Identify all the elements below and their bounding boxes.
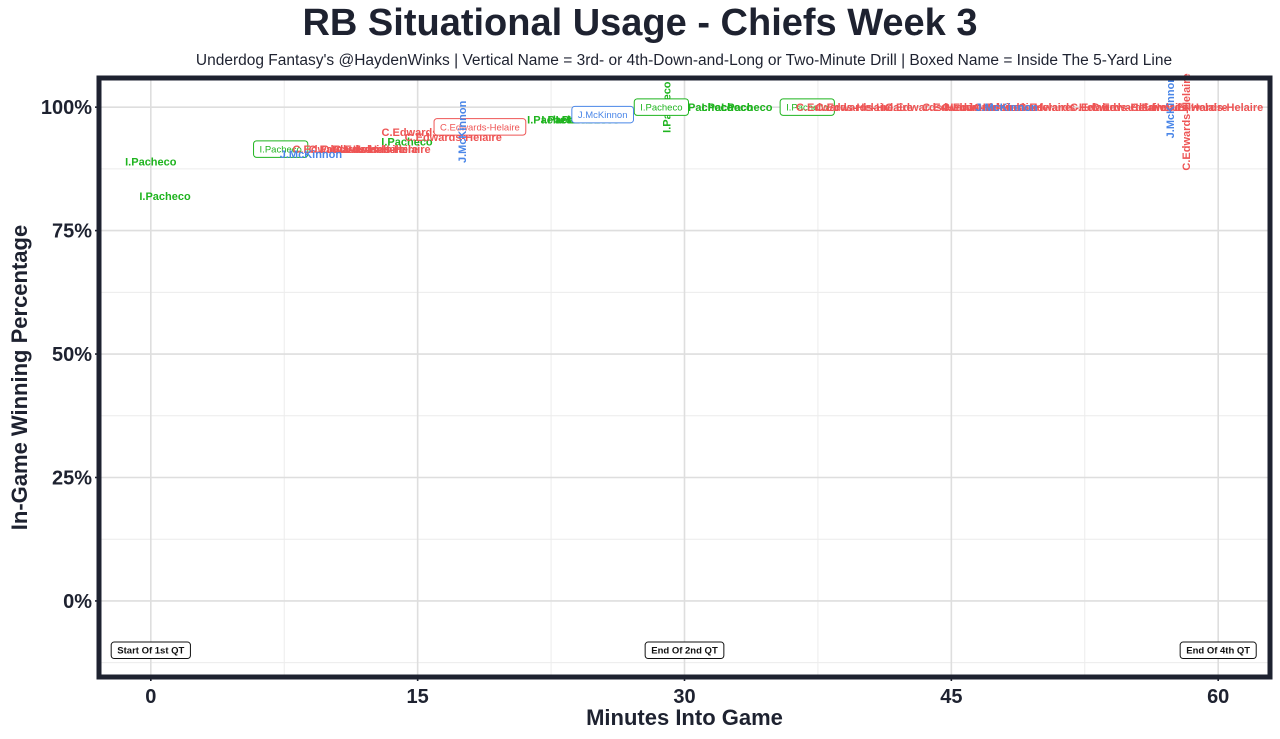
gridlines — [101, 80, 1268, 675]
chart-subtitle: Underdog Fantasy's @HaydenWinks | Vertic… — [195, 52, 1173, 69]
x-tick-label: 60 — [1207, 686, 1229, 708]
x-tick-label: 15 — [407, 686, 429, 708]
y-axis-label: In-Game Winning Percentage — [7, 225, 32, 530]
y-tick-label: 100% — [41, 97, 92, 119]
label-i-pacheco-boxed-text: I.Pacheco — [260, 145, 302, 156]
label-i-pacheco-boxed-box — [779, 98, 835, 116]
x-tick-label: 0 — [145, 686, 156, 708]
x-axis: 0 15 30 45 60 — [145, 675, 1229, 708]
label-c-edwards-helaire: C.Edwards-Helaire — [816, 102, 913, 114]
label-i-pacheco-boxed: I.Pacheco — [633, 98, 689, 116]
label-c-edwards-helaire-boxed-text: C.Edwards-Helaire — [440, 122, 520, 133]
plot-frame — [96, 75, 1273, 680]
label-c-edwards-helaire: C.Edwards-Helaire — [796, 102, 893, 114]
label-i-pacheco-boxed: I.Pacheco — [779, 98, 835, 116]
label-j-mckinnon-boxed-box — [571, 105, 634, 124]
label-c-edwards-helaire: C.Edwards-Helaire — [885, 102, 982, 114]
label-j-mckinnon-boxed: J.McKinnon — [571, 105, 634, 124]
quarter-marker-end-of-2nd-qt-text: End Of 2nd QT — [651, 646, 718, 657]
label-c-edwards-helaire: C.Edwards-Helaire — [1166, 102, 1263, 114]
label-c-edwards-helaire: C.Edwards-Helaire — [309, 144, 406, 156]
y-tick-label: 75% — [52, 221, 92, 243]
label-c-edwards-helaire: C.Edwards-Helaire — [321, 144, 418, 156]
x-tick-label: 30 — [673, 686, 695, 708]
quarter-marker-end-of-4th-qt-text: End Of 4th QT — [1186, 646, 1250, 657]
label-c-edwards-helaire: C.Edwards-Helaire — [1091, 102, 1188, 114]
x-tick-label: 45 — [940, 686, 962, 708]
label-c-edwards-helaire: C.Edwards-Helaire — [1130, 102, 1227, 114]
label-c-edwards-helaire: C.Edwards-Helaire — [974, 102, 1071, 114]
label-i-pacheco: I.Pacheco — [527, 115, 579, 127]
quarter-marker-start-of-1st-qt-box — [110, 641, 191, 660]
quarter-marker-end-of-2nd-qt: End Of 2nd QT — [644, 641, 725, 660]
label-c-edwards-helaire: C.Edwards-Helaire — [293, 144, 390, 156]
label-j-mckinnon-vertical: J.McKinnon — [457, 100, 469, 163]
y-tick-label: 0% — [63, 591, 92, 613]
label-j-mckinnon-vertical: J.McKinnon — [1165, 76, 1177, 139]
label-i-pacheco-boxed-text: I.Pacheco — [640, 103, 682, 114]
y-tick-label: 50% — [52, 344, 92, 366]
y-axis: 0% 25% 50% 75% 100% — [41, 97, 101, 613]
data-labels: I.PachecoI.PachecoI.PachecoI.PachecoI.Pa… — [125, 73, 1263, 203]
label-i-pacheco-boxed-box — [253, 140, 309, 158]
y-tick-label: 25% — [52, 467, 92, 489]
chart-title: RB Situational Usage - Chiefs Week 3 — [302, 2, 978, 44]
label-c-edwards-helaire: C.Edwards-Helaire — [333, 144, 430, 156]
quarter-marker-start-of-1st-qt: Start Of 1st QT — [110, 641, 191, 660]
quarter-marker-end-of-4th-qt-box — [1179, 641, 1257, 660]
quarter-markers: Start Of 1st QT End Of 2nd QT End Of 4th Q… — [110, 641, 1257, 660]
label-c-edwards-helaire: C.Edwards-Helaire — [1018, 102, 1115, 114]
quarter-marker-end-of-4th-qt: End Of 4th QT — [1179, 641, 1257, 660]
label-i-pacheco: I.Pacheco — [139, 191, 191, 203]
label-i-pacheco: I.Pacheco — [721, 102, 773, 114]
label-c-edwards-helaire-boxed: C.Edwards-Helaire — [433, 118, 527, 136]
label-c-edwards-helaire: C.Edwards-Helaire — [942, 102, 1039, 114]
label-i-pacheco-boxed-text: I.Pacheco — [786, 103, 828, 114]
label-c-edwards-helaire: C.Edwards-Helaire — [1070, 102, 1167, 114]
label-j-mckinnon: J.McKinnon — [975, 102, 1038, 114]
label-c-edwards-helaire: C.Edwards-Helaire — [922, 102, 1019, 114]
quarter-marker-end-of-2nd-qt-box — [644, 641, 725, 660]
label-j-mckinnon: J.McKinnon — [280, 149, 343, 161]
label-i-pacheco: I.Pacheco — [125, 156, 177, 168]
label-i-pacheco: I.Pacheco — [682, 102, 734, 114]
label-j-mckinnon-boxed-text: J.McKinnon — [578, 110, 628, 121]
label-i-pacheco-boxed-box — [633, 98, 689, 116]
label-i-pacheco: I.Pacheco — [702, 102, 754, 114]
label-i-pacheco-boxed: I.Pacheco — [253, 140, 309, 158]
label-c-edwards-helaire-vertical: C.Edwards-Helaire — [1181, 73, 1193, 170]
x-axis-label: Minutes Into Game — [586, 705, 783, 730]
label-i-pacheco: I.Pacheco — [381, 137, 433, 149]
label-c-edwards-helaire-boxed-box — [433, 118, 527, 136]
quarter-marker-start-of-1st-qt-text: Start Of 1st QT — [117, 646, 184, 657]
